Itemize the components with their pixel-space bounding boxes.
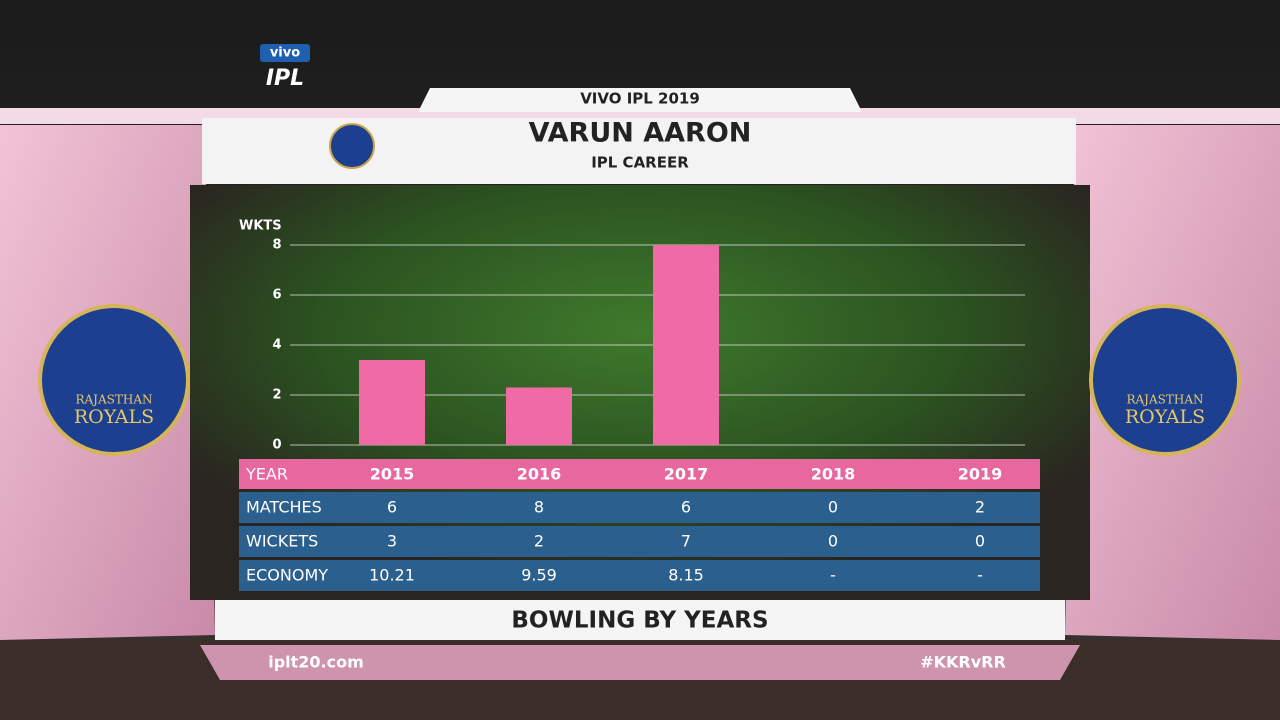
event-title: VIVO IPL 2019 xyxy=(580,90,700,108)
website: iplt20.com xyxy=(268,653,364,672)
table-row xyxy=(239,492,1040,523)
row-label: ECONOMY xyxy=(246,566,328,585)
year-cell: 2015 xyxy=(370,465,415,484)
y-tick-label: 6 xyxy=(272,288,281,303)
small-logo xyxy=(329,123,375,169)
y-tick-label: 4 xyxy=(272,338,281,353)
logo-disc xyxy=(38,304,190,456)
logo-disc xyxy=(1089,304,1241,456)
table-row xyxy=(239,526,1040,557)
table-cell: 0 xyxy=(828,498,838,517)
player-name: VARUN AARON xyxy=(529,118,752,149)
table-cell: 0 xyxy=(828,532,838,551)
year-cell: 2017 xyxy=(664,465,709,484)
left-logo: RAJASTHAN ROYALS xyxy=(38,304,190,456)
table-cell: - xyxy=(977,566,983,585)
sponsor: vivo xyxy=(270,46,300,61)
bar xyxy=(359,360,425,445)
y-tick-label: 0 xyxy=(272,438,281,453)
subtitle: IPL CAREER xyxy=(591,154,689,172)
row-label: MATCHES xyxy=(246,498,322,517)
table-cell: 7 xyxy=(681,532,691,551)
table-cell: 3 xyxy=(387,532,397,551)
year-cell: 2018 xyxy=(811,465,856,484)
y-tick-label: 2 xyxy=(272,388,281,403)
bar xyxy=(506,387,572,445)
table-cell: 8.15 xyxy=(668,566,704,585)
table-cell: 6 xyxy=(387,498,397,517)
table-cell: 2 xyxy=(534,532,544,551)
bottom-strip xyxy=(200,645,1080,680)
league: IPL xyxy=(266,66,304,91)
right-logo: RAJASTHAN ROYALS xyxy=(1089,304,1241,456)
row-label: YEAR xyxy=(245,465,288,484)
footer-title: BOWLING BY YEARS xyxy=(511,608,768,634)
logo-line2: ROYALS xyxy=(1125,406,1205,428)
year-row xyxy=(239,459,1040,489)
year-cell: 2019 xyxy=(958,465,1003,484)
table-cell: 2 xyxy=(975,498,985,517)
footer-band xyxy=(215,600,1065,640)
bar xyxy=(653,245,719,445)
table-cell: 8 xyxy=(534,498,544,517)
row-label: WICKETS xyxy=(246,532,318,551)
logo-line1: RAJASTHAN xyxy=(75,393,152,407)
table-cell: 9.59 xyxy=(521,566,557,585)
y-tick-label: 8 xyxy=(272,238,281,253)
table-cell: - xyxy=(830,566,836,585)
table-row xyxy=(239,560,1040,591)
table-cell: 6 xyxy=(681,498,691,517)
table-cell: 10.21 xyxy=(369,566,415,585)
sponsor-badge xyxy=(260,44,310,62)
year-cell: 2016 xyxy=(517,465,562,484)
logo-line1: RAJASTHAN xyxy=(1126,393,1203,407)
hashtag: #KKRvRR xyxy=(920,653,1006,672)
y-axis-label: WKTS xyxy=(239,219,282,234)
logo-line2: ROYALS xyxy=(74,406,154,428)
table-cell: 0 xyxy=(975,532,985,551)
top-tab xyxy=(418,88,862,112)
